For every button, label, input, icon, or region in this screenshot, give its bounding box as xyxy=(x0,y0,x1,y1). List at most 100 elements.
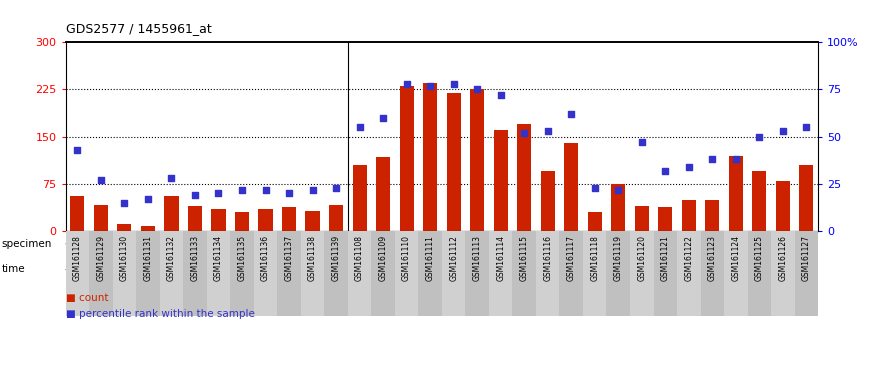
Bar xyxy=(400,86,414,231)
Bar xyxy=(541,171,555,231)
Text: GSM161108: GSM161108 xyxy=(355,235,364,281)
Point xyxy=(517,130,531,136)
Bar xyxy=(66,257,113,282)
Point xyxy=(752,134,766,140)
Bar xyxy=(771,231,794,316)
Bar xyxy=(212,209,226,231)
Bar xyxy=(489,231,513,316)
Text: GDS2577 / 1455961_at: GDS2577 / 1455961_at xyxy=(66,22,212,35)
Text: developing liver: developing liver xyxy=(162,239,251,249)
Point xyxy=(470,86,484,93)
Point xyxy=(612,187,626,193)
Point xyxy=(70,147,84,153)
Bar xyxy=(301,231,325,316)
Text: 6 h: 6 h xyxy=(423,265,438,274)
Bar xyxy=(588,212,602,231)
Point xyxy=(94,177,108,183)
Bar xyxy=(489,42,513,231)
Bar xyxy=(348,231,371,316)
Bar xyxy=(794,42,818,231)
Bar xyxy=(729,156,743,231)
Bar xyxy=(658,207,672,231)
Point xyxy=(353,124,367,130)
Bar xyxy=(325,231,348,316)
Bar xyxy=(371,42,395,231)
Bar xyxy=(747,231,771,316)
Text: GSM161114: GSM161114 xyxy=(496,235,505,281)
Bar xyxy=(513,42,536,231)
Text: GSM161117: GSM161117 xyxy=(567,235,576,281)
Bar xyxy=(654,231,677,316)
Point xyxy=(117,200,131,206)
Text: GSM161128: GSM161128 xyxy=(73,235,82,281)
Point xyxy=(400,81,414,87)
Bar xyxy=(117,223,131,231)
Bar xyxy=(353,165,367,231)
Text: GSM161131: GSM161131 xyxy=(144,235,152,281)
Text: GSM161116: GSM161116 xyxy=(543,235,552,281)
Bar xyxy=(724,231,747,316)
Bar xyxy=(277,231,301,316)
Bar xyxy=(395,42,418,231)
Bar xyxy=(583,42,606,231)
Bar xyxy=(489,257,536,282)
Bar xyxy=(677,231,701,316)
Point xyxy=(141,196,155,202)
Bar xyxy=(583,257,630,282)
Bar xyxy=(230,42,254,231)
Text: 2 h: 2 h xyxy=(400,265,414,274)
Text: GSM161129: GSM161129 xyxy=(96,235,105,281)
Text: GSM161121: GSM161121 xyxy=(661,235,669,281)
Bar xyxy=(371,257,395,282)
Point xyxy=(682,164,696,170)
Point xyxy=(729,156,743,162)
Bar xyxy=(89,231,113,316)
Bar xyxy=(611,184,626,231)
Bar xyxy=(113,231,136,316)
Point xyxy=(235,187,249,193)
Bar xyxy=(442,257,489,282)
Text: regenerating liver: regenerating liver xyxy=(533,239,634,249)
Bar xyxy=(747,42,771,231)
Text: GSM161122: GSM161122 xyxy=(684,235,693,281)
Text: 24 h: 24 h xyxy=(550,265,570,274)
Text: specimen: specimen xyxy=(2,239,52,249)
Text: GSM161137: GSM161137 xyxy=(284,235,293,281)
Text: 12.5 dpc: 12.5 dpc xyxy=(167,265,200,274)
Bar xyxy=(395,257,418,282)
Bar xyxy=(258,209,273,231)
Text: GSM161115: GSM161115 xyxy=(520,235,528,281)
Point xyxy=(800,124,814,130)
Text: GSM161133: GSM161133 xyxy=(191,235,200,281)
Bar xyxy=(800,165,814,231)
Bar xyxy=(395,231,418,316)
Text: GSM161119: GSM161119 xyxy=(613,235,623,281)
Bar xyxy=(493,131,507,231)
Bar xyxy=(701,231,724,316)
Bar xyxy=(66,231,89,316)
Bar xyxy=(536,231,559,316)
Bar xyxy=(160,231,183,316)
Bar xyxy=(606,42,630,231)
Bar xyxy=(559,231,583,316)
Text: GSM161127: GSM161127 xyxy=(802,235,811,281)
Bar xyxy=(701,42,724,231)
Text: ■ count: ■ count xyxy=(66,293,108,303)
Point xyxy=(258,187,272,193)
Bar xyxy=(206,42,230,231)
Text: GSM161120: GSM161120 xyxy=(637,235,647,281)
Bar xyxy=(206,231,230,316)
Bar xyxy=(536,42,559,231)
Text: GSM161111: GSM161111 xyxy=(425,235,435,281)
Bar xyxy=(136,231,160,316)
Text: 72 h: 72 h xyxy=(738,265,758,274)
Point xyxy=(588,185,602,191)
Text: GSM161135: GSM161135 xyxy=(237,235,247,281)
Text: 0 h: 0 h xyxy=(353,265,367,274)
Point xyxy=(493,92,507,98)
Bar xyxy=(705,200,719,231)
Bar xyxy=(682,200,696,231)
Point xyxy=(424,83,438,89)
Text: GSM161113: GSM161113 xyxy=(473,235,481,281)
Bar xyxy=(630,42,654,231)
